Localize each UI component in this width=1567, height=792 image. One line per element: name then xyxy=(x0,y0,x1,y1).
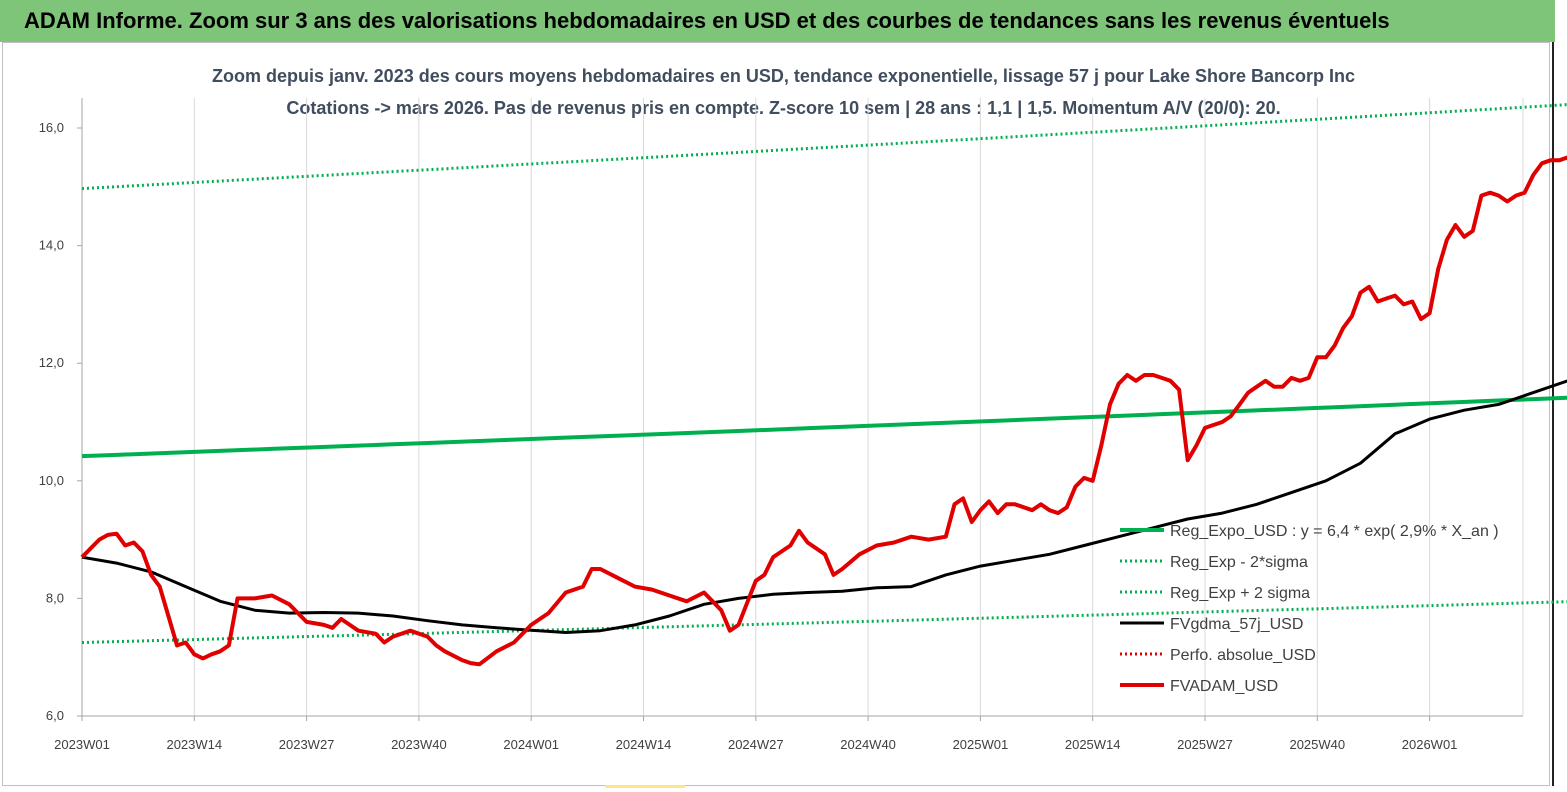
chart-frame xyxy=(2,42,1550,786)
y-tick-label: 8,0 xyxy=(46,590,64,605)
chart-title: Zoom depuis janv. 2023 des cours moyens … xyxy=(211,66,1356,86)
axes xyxy=(77,98,1523,721)
x-tick-label: 2025W27 xyxy=(1177,737,1233,752)
x-tick-label: 2023W01 xyxy=(54,737,110,752)
x-tick-label: 2024W01 xyxy=(503,737,559,752)
x-tick-label: 2024W40 xyxy=(840,737,896,752)
y-tick-label: 16,0 xyxy=(39,120,64,135)
x-tick-label: 2026W01 xyxy=(1402,737,1458,752)
series-line-0 xyxy=(81,395,1567,459)
x-tick-labels: 2023W01 2023W14 2023W27 2023W40 2024W01 2024W… xyxy=(54,737,1457,752)
legend-label: Reg_Exp + 2 sigma xyxy=(1170,585,1310,602)
x-tick-label: 2023W14 xyxy=(166,737,222,752)
y-tick-labels: 6,0 8,0 10,0 12,0 14,0 16,0 xyxy=(39,120,64,723)
series-line-2 xyxy=(81,103,1567,191)
y-tick-label: 12,0 xyxy=(39,355,64,370)
legend-label: Reg_Exp - 2*sigma xyxy=(1170,554,1308,571)
legend-label: Reg_Expo_USD : y = 6,4 * exp( 2,9% * X_a… xyxy=(1170,523,1499,540)
series-line-1 xyxy=(81,600,1567,644)
y-tick-label: 6,0 xyxy=(46,708,64,723)
x-tick-label: 2024W27 xyxy=(728,737,784,752)
selection-marker xyxy=(605,785,685,788)
x-tick-label: 2025W14 xyxy=(1065,737,1121,752)
legend-label: FVADAM_USD xyxy=(1170,678,1278,695)
x-tick-label: 2023W27 xyxy=(279,737,335,752)
report-banner: ADAM Informe. Zoom sur 3 ans des valoris… xyxy=(0,0,1555,42)
series-layer xyxy=(80,103,1567,667)
y-tick-label: 14,0 xyxy=(39,238,64,253)
y-tick-label: 10,0 xyxy=(39,473,64,488)
legend-label: FVgdma_57j_USD xyxy=(1170,616,1303,633)
series-line-3 xyxy=(81,379,1567,634)
x-tick-label: 2025W40 xyxy=(1289,737,1345,752)
series-line-5 xyxy=(80,155,1567,667)
legend-label: Perfo. absolue_USD xyxy=(1170,647,1316,664)
chart-subtitle: Cotations -> mars 2026. Pas de revenus p… xyxy=(286,98,1281,118)
x-tick-label: 2024W14 xyxy=(616,737,672,752)
frame-edge xyxy=(1552,42,1562,786)
x-tick-label: 2025W01 xyxy=(953,737,1009,752)
report-title: ADAM Informe. Zoom sur 3 ans des valoris… xyxy=(24,8,1390,33)
legend: Reg_Expo_USD : y = 6,4 * exp( 2,9% * X_a… xyxy=(1120,523,1499,695)
x-tick-label: 2023W40 xyxy=(391,737,447,752)
